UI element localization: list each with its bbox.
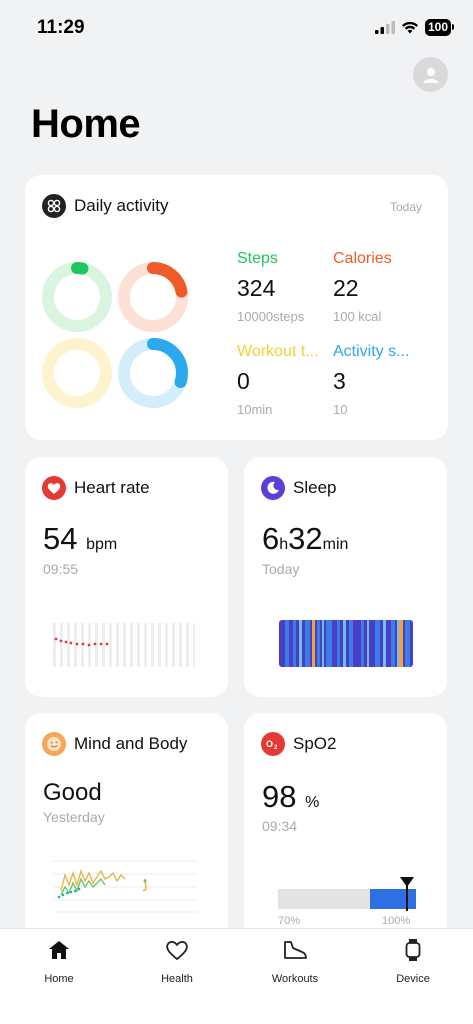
sleep-card[interactable]: Sleep 6h32min Today <box>244 457 447 697</box>
home-icon <box>49 941 69 959</box>
mind-body-header: Mind and Body <box>42 732 187 756</box>
workout-ring-track <box>42 338 112 408</box>
tab-home-label: Home <box>44 973 74 985</box>
svg-text:O: O <box>266 739 273 749</box>
steps-value: 324 <box>237 275 276 301</box>
smiley-icon <box>42 732 66 756</box>
sleep-hours-unit: h <box>279 536 289 553</box>
wifi-icon <box>401 21 418 34</box>
shoe-icon <box>284 941 307 959</box>
tab-workouts-label: Workouts <box>271 973 319 985</box>
tab-health-label: Health <box>161 973 193 985</box>
activity-sessions-value: 3 <box>333 368 346 394</box>
mind-body-chart <box>53 860 197 913</box>
calories-value: 22 <box>333 275 359 301</box>
spo2-scale-max: 100% <box>382 915 411 927</box>
person-icon <box>423 67 438 83</box>
sleep-minutes-unit: min <box>322 536 349 553</box>
moon-icon <box>261 476 285 500</box>
steps-goal: 10000steps <box>237 309 305 324</box>
tab-device-label: Device <box>396 973 430 985</box>
spo2-scale-min: 70% <box>278 915 301 927</box>
mind-body-title: Mind and Body <box>74 734 188 753</box>
battery-indicator: 100 <box>424 19 455 36</box>
calories-metric: Calories 22 100 kcal <box>333 250 433 324</box>
svg-text:2: 2 <box>274 745 278 750</box>
calories-goal: 100 kcal <box>333 309 382 324</box>
sleep-minutes: 32 <box>288 521 323 556</box>
steps-label: Steps <box>237 250 278 267</box>
sleep-stages-chart <box>279 620 413 667</box>
sleep-date: Today <box>262 561 300 577</box>
heart-rate-sparkline <box>53 623 195 667</box>
daily-activity-header: Daily activity <box>42 194 168 218</box>
steps-ring-track <box>42 262 112 332</box>
heart-rate-time: 09:55 <box>43 561 79 577</box>
heart-rate-header: Heart rate <box>42 476 150 500</box>
sleep-header: Sleep <box>261 476 336 500</box>
activity-sessions-goal: 10 <box>333 402 348 417</box>
mind-body-date: Yesterday <box>43 809 105 825</box>
period-label: Today <box>389 200 422 214</box>
activity-sessions-metric: Activity s... 3 10 <box>333 343 433 417</box>
workout-value: 0 <box>237 368 250 394</box>
daily-activity-title: Daily activity <box>74 196 169 215</box>
profile-avatar-button[interactable] <box>413 57 448 92</box>
heart-rate-unit: bpm <box>86 536 118 553</box>
heart-rate-value: 54 <box>43 521 78 556</box>
activity-sessions-ring-progress <box>118 338 188 408</box>
spo2-unit: % <box>305 794 320 811</box>
activity-sessions-label: Activity s... <box>333 343 410 360</box>
heart-rate-card[interactable]: Heart rate 54 bpm 09:55 <box>25 457 228 697</box>
cellular-signal-icon <box>374 21 395 34</box>
spo2-value-row: 98 % <box>262 779 319 815</box>
tab-workouts[interactable]: Workouts <box>250 937 340 985</box>
tab-health[interactable]: Health <box>132 937 222 985</box>
steps-metric: Steps 324 10000steps <box>237 250 337 324</box>
mind-body-card[interactable]: Mind and Body Good Yesterday <box>25 713 228 953</box>
status-time: 11:29 <box>37 17 85 38</box>
heart-outline-icon <box>166 941 188 961</box>
activity-rings-chart <box>42 262 188 408</box>
watch-icon <box>405 939 421 961</box>
workout-metric: Workout t... 0 10min <box>237 343 337 417</box>
sleep-title: Sleep <box>293 478 337 497</box>
activity-rings-icon <box>42 194 66 218</box>
calories-ring-progress <box>118 262 188 332</box>
spo2-time: 09:34 <box>262 818 298 834</box>
spo2-title: SpO2 <box>293 734 337 753</box>
heart-icon <box>42 476 66 500</box>
tab-home[interactable]: Home <box>14 937 104 985</box>
status-icons: 100 <box>374 19 455 36</box>
heart-rate-title: Heart rate <box>74 478 150 497</box>
workout-label: Workout t... <box>237 343 319 360</box>
heart-rate-value-row: 54 bpm <box>43 521 117 557</box>
workout-goal: 10min <box>237 402 273 417</box>
steps-ring-progress <box>42 262 112 332</box>
status-bar: 11:29 100 <box>0 0 473 52</box>
daily-activity-card[interactable]: Daily activity Today Steps 324 10000step… <box>25 175 448 440</box>
tab-device[interactable]: Device <box>368 937 458 985</box>
sleep-duration: 6h32min <box>262 521 348 557</box>
spo2-normal-range <box>370 889 416 909</box>
calories-label: Calories <box>333 250 392 267</box>
spo2-scale-bar <box>278 877 416 911</box>
tab-bar: Home Health Workouts Device <box>0 928 473 1024</box>
spo2-marker-icon <box>399 877 414 911</box>
spo2-value: 98 <box>262 779 297 814</box>
page-title: Home <box>31 102 141 146</box>
mind-body-value: Good <box>43 779 102 806</box>
sleep-hours: 6 <box>262 521 280 556</box>
